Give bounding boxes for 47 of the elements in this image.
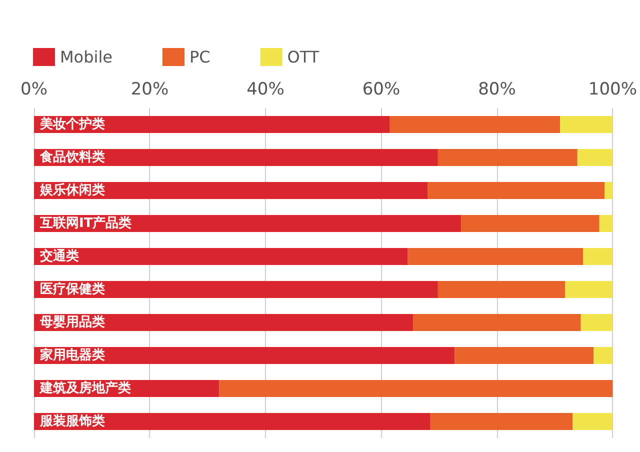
bar	[580, 314, 613, 331]
bar	[34, 149, 438, 166]
bar	[604, 182, 613, 199]
y-tick-label: 食品饮料类	[39, 150, 105, 165]
bar	[34, 314, 414, 331]
bar	[34, 413, 430, 430]
y-tick-label: 互联网IT产品类	[39, 215, 132, 231]
bar	[428, 182, 605, 199]
bar	[34, 281, 438, 298]
legend-label: Mobile	[60, 48, 112, 66]
y-tick-label: 医疗保健类	[40, 281, 105, 297]
bar	[219, 380, 613, 397]
y-tick-label: 娱乐休闲类	[39, 182, 105, 198]
bar	[565, 281, 613, 298]
y-tick-label: 家用电器类	[39, 347, 105, 363]
bar	[599, 215, 613, 232]
legend-label: OTT	[287, 48, 320, 66]
x-tick-label: 60%	[362, 80, 400, 100]
y-tick-label: 服装服饰类	[39, 414, 105, 429]
bar	[34, 248, 408, 265]
bar	[408, 248, 584, 265]
y-tick-label: 母婴用品类	[39, 315, 105, 330]
y-tick-label: 建筑及房地产类	[39, 380, 131, 396]
y-tick-label: 交通类	[39, 248, 79, 264]
bar	[461, 215, 600, 232]
bar	[413, 314, 581, 331]
x-tick-label: 0%	[20, 80, 48, 100]
bar	[390, 116, 560, 133]
x-tick-label: 20%	[130, 80, 169, 100]
bar	[454, 347, 594, 364]
bar	[583, 248, 613, 265]
x-tick-label: 80%	[478, 80, 516, 100]
legend-label: PC	[189, 48, 210, 66]
x-tick-label: 100%	[588, 80, 638, 100]
bar	[438, 149, 578, 166]
bar	[430, 413, 573, 430]
bar	[34, 116, 390, 133]
bar	[34, 347, 455, 364]
y-tick-label: 美妆个护类	[39, 116, 105, 132]
bar	[594, 347, 613, 364]
bar	[572, 413, 613, 430]
bar	[34, 182, 428, 199]
bar	[438, 281, 566, 298]
x-tick-label: 40%	[246, 80, 284, 100]
bar	[577, 149, 613, 166]
bar	[34, 215, 462, 232]
bar	[560, 116, 613, 133]
